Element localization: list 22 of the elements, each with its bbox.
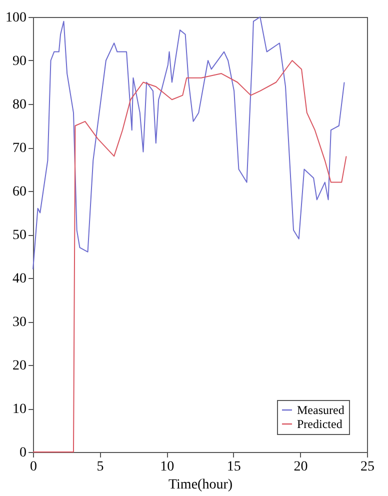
y-tick-label: 0	[20, 446, 26, 460]
x-tick-label: 25	[360, 460, 374, 474]
x-tick-label: 5	[96, 460, 104, 474]
y-tick-label: 50	[12, 228, 26, 243]
x-tick-label: 15	[226, 460, 241, 474]
y-tick-label: 90	[12, 54, 26, 69]
y-tick-label: 20	[12, 358, 26, 374]
line-series	[32, 16, 345, 270]
y-tick-label: 100	[6, 10, 26, 26]
x-axis-title: Time(hour)	[168, 478, 233, 492]
y-tick-label: 60	[12, 184, 26, 200]
y-tick-label: 10	[12, 402, 26, 417]
y-tick-label: 80	[12, 98, 26, 112]
y-tick-label: 70	[12, 141, 26, 156]
x-tick-label: 10	[160, 460, 174, 474]
y-tick-label: 40	[12, 272, 26, 286]
line-series	[32, 60, 347, 452]
x-tick-label: 20	[294, 460, 308, 474]
legend-label: Measured	[297, 403, 344, 417]
x-tick-label: 0	[30, 460, 37, 474]
y-tick-label: 30	[12, 315, 26, 330]
legend-label: Predicted	[297, 417, 342, 431]
